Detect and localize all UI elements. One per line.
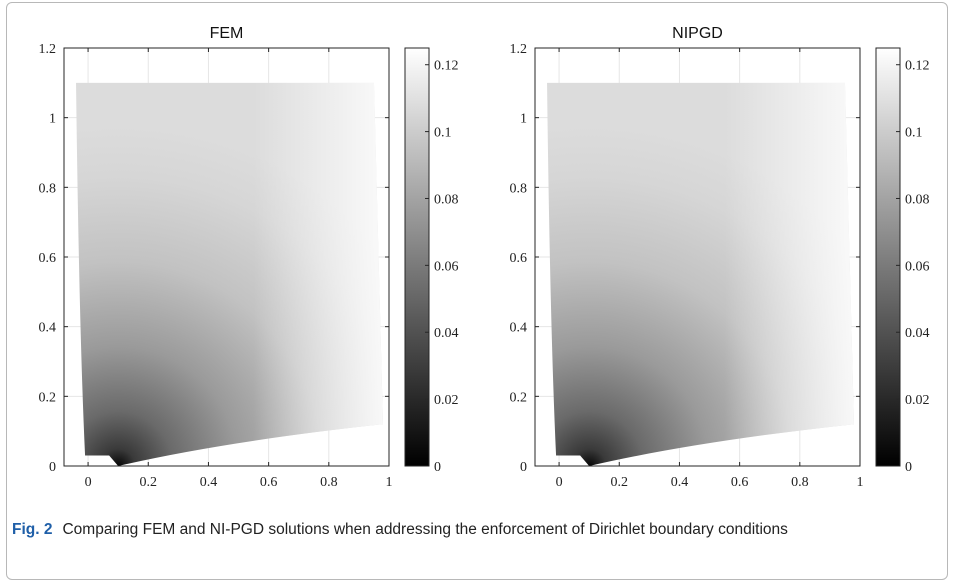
y-tick-label: 0.8 — [510, 181, 528, 196]
x-tick-label: 0 — [85, 475, 92, 490]
colorbar-tick-label: 0.12 — [434, 59, 459, 74]
colorbar-tick-label: 0.08 — [905, 192, 930, 207]
y-tick-label: 0 — [520, 460, 527, 475]
chart-title: NIPGD — [672, 25, 723, 42]
x-tick-label: 0.2 — [140, 475, 158, 490]
solution-field-overlay — [76, 82, 383, 466]
y-tick-label: 0.6 — [510, 251, 528, 266]
solution-field-overlay — [547, 82, 854, 466]
y-tick-label: 0.8 — [39, 181, 57, 196]
colorbar-tick-label: 0.02 — [434, 393, 459, 408]
figure-caption: Fig. 2 Comparing FEM and NI-PGD solutions… — [12, 519, 912, 541]
y-tick-label: 0.4 — [39, 321, 57, 336]
colorbar-tick-label: 0.1 — [434, 126, 452, 141]
colorbar-tick-label: 0 — [905, 460, 912, 475]
chart-panel-1: 0 0.2 0.4 0.6 0.8 1 0 0.2 0.4 0.6 0.8 1 1.2 NIPGD 0 0.0… — [510, 25, 930, 490]
y-tick-label: 1.2 — [39, 42, 57, 57]
y-tick-label: 1 — [49, 112, 56, 127]
x-tick-label: 0.4 — [200, 475, 218, 490]
x-tick-label: 0.8 — [320, 475, 338, 490]
figure-label: Fig. 2 — [12, 521, 53, 538]
x-tick-label: 0.6 — [731, 475, 749, 490]
x-tick-label: 1 — [386, 475, 393, 490]
figure-svg: 0 0.2 0.4 0.6 0.8 100.20.40.60.811.2FEM00.020… — [39, 25, 930, 490]
colorbar-tick-label: 0.04 — [905, 326, 930, 341]
chart-panel-0: 0 0.2 0.4 0.6 0.8 1 0 0.2 0.4 0.6 0.8 1 1.2 FEM 0 0.02 0… — [39, 25, 459, 490]
colorbar-tick-label: 0.06 — [905, 259, 930, 274]
colorbar — [404, 47, 430, 467]
y-tick-label: 0.4 — [510, 321, 528, 336]
colorbar — [875, 47, 901, 467]
y-tick-label: 0.6 — [39, 251, 57, 266]
colorbar-tick-label: 0.08 — [434, 192, 459, 207]
chart-title: FEM — [210, 25, 244, 42]
colorbar-tick-label: 0 — [434, 460, 441, 475]
x-tick-label: 0.4 — [671, 475, 689, 490]
colorbar-tick-label: 0.06 — [434, 259, 459, 274]
colorbar-tick-label: 0.12 — [905, 59, 930, 74]
colorbar-tick-label: 0.02 — [905, 393, 930, 408]
y-tick-label: 1 — [520, 112, 527, 127]
x-tick-label: 0.2 — [611, 475, 629, 490]
x-tick-label: 0 — [556, 475, 563, 490]
y-tick-label: 0.2 — [39, 390, 57, 405]
figure-caption-text: Comparing FEM and NI-PGD solutions when … — [62, 521, 788, 538]
colorbar-tick-label: 0.1 — [905, 126, 923, 141]
x-tick-label: 1 — [857, 475, 864, 490]
x-tick-label: 0.8 — [791, 475, 809, 490]
y-tick-label: 1.2 — [510, 42, 528, 57]
y-tick-label: 0.2 — [510, 390, 528, 405]
y-tick-label: 0 — [49, 460, 56, 475]
x-tick-label: 0.6 — [260, 475, 278, 490]
colorbar-tick-label: 0.04 — [434, 326, 459, 341]
